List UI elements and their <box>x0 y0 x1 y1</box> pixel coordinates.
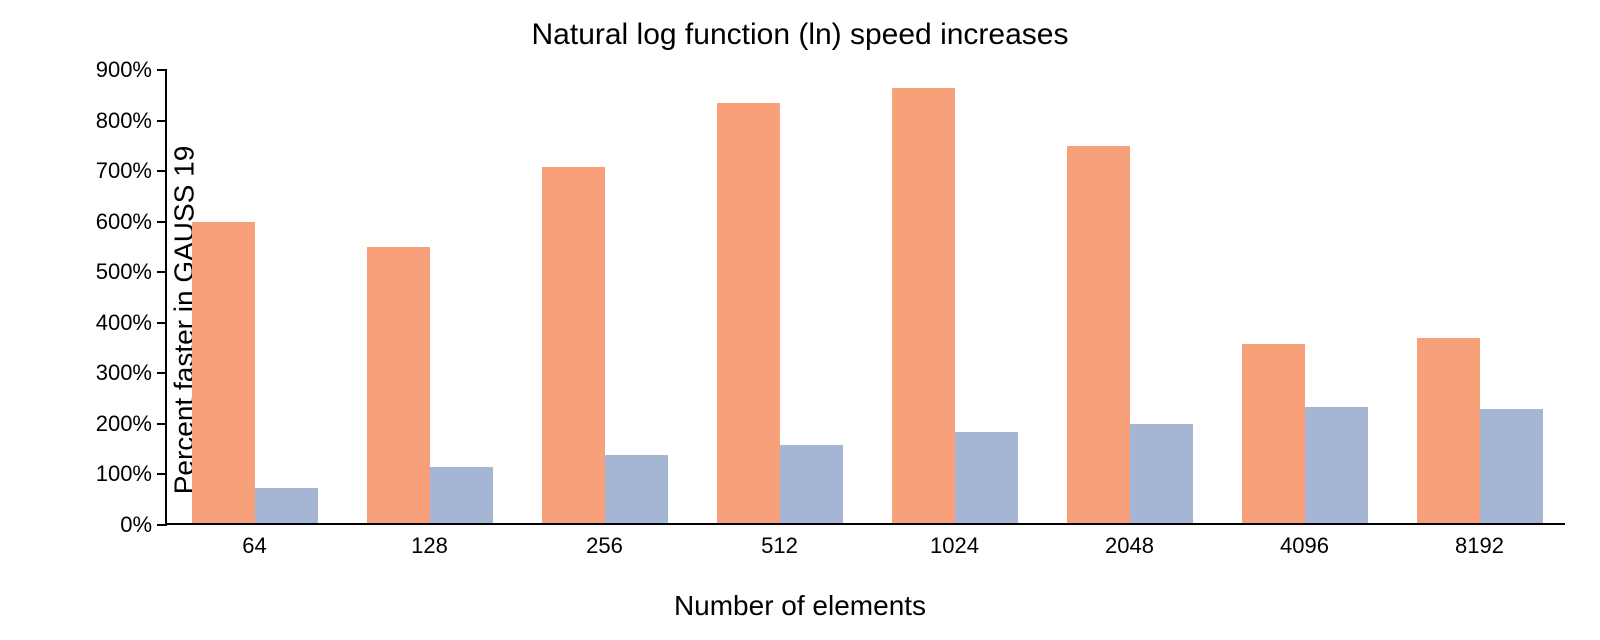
x-tick-label: 2048 <box>1105 533 1154 559</box>
y-tick-label: 800% <box>96 108 152 134</box>
bar-series-2 <box>780 445 843 523</box>
x-axis-label: Number of elements <box>0 590 1600 622</box>
y-tick-label: 500% <box>96 259 152 285</box>
bar-series-2 <box>1480 409 1543 523</box>
bar-series-1 <box>892 88 955 523</box>
x-tick-label: 4096 <box>1280 533 1329 559</box>
bar-series-2 <box>955 432 1018 523</box>
y-tick-label: 700% <box>96 158 152 184</box>
y-tick <box>157 120 167 122</box>
y-tick <box>157 322 167 324</box>
y-tick <box>157 473 167 475</box>
y-tick <box>157 69 167 71</box>
bar-series-1 <box>542 167 605 523</box>
bar-series-1 <box>1242 344 1305 523</box>
bar-series-2 <box>255 488 318 523</box>
x-tick-label: 1024 <box>930 533 979 559</box>
x-tick-label: 256 <box>586 533 623 559</box>
x-tick-label: 512 <box>761 533 798 559</box>
y-tick-label: 0% <box>120 512 152 538</box>
bar-series-1 <box>1067 146 1130 523</box>
x-tick-label: 128 <box>411 533 448 559</box>
y-tick <box>157 170 167 172</box>
chart-container: Natural log function (ln) speed increase… <box>0 0 1600 640</box>
bar-series-2 <box>1130 424 1193 523</box>
y-tick <box>157 221 167 223</box>
y-tick-label: 400% <box>96 310 152 336</box>
bar-series-1 <box>192 222 255 523</box>
y-tick <box>157 423 167 425</box>
plot-area: 0%100%200%300%400%500%600%700%800%900%64… <box>165 70 1565 525</box>
bar-series-1 <box>1417 338 1480 523</box>
y-tick <box>157 524 167 526</box>
y-tick-label: 900% <box>96 57 152 83</box>
bar-series-1 <box>717 103 780 523</box>
y-tick-label: 300% <box>96 360 152 386</box>
y-tick-label: 100% <box>96 461 152 487</box>
y-tick-label: 200% <box>96 411 152 437</box>
bar-series-2 <box>605 455 668 523</box>
y-tick <box>157 372 167 374</box>
bar-series-2 <box>430 467 493 523</box>
x-tick-label: 64 <box>242 533 266 559</box>
y-tick-label: 600% <box>96 209 152 235</box>
x-tick-label: 8192 <box>1455 533 1504 559</box>
bar-series-2 <box>1305 407 1368 523</box>
bar-series-1 <box>367 247 430 523</box>
y-tick <box>157 271 167 273</box>
chart-title: Natural log function (ln) speed increase… <box>0 18 1600 52</box>
